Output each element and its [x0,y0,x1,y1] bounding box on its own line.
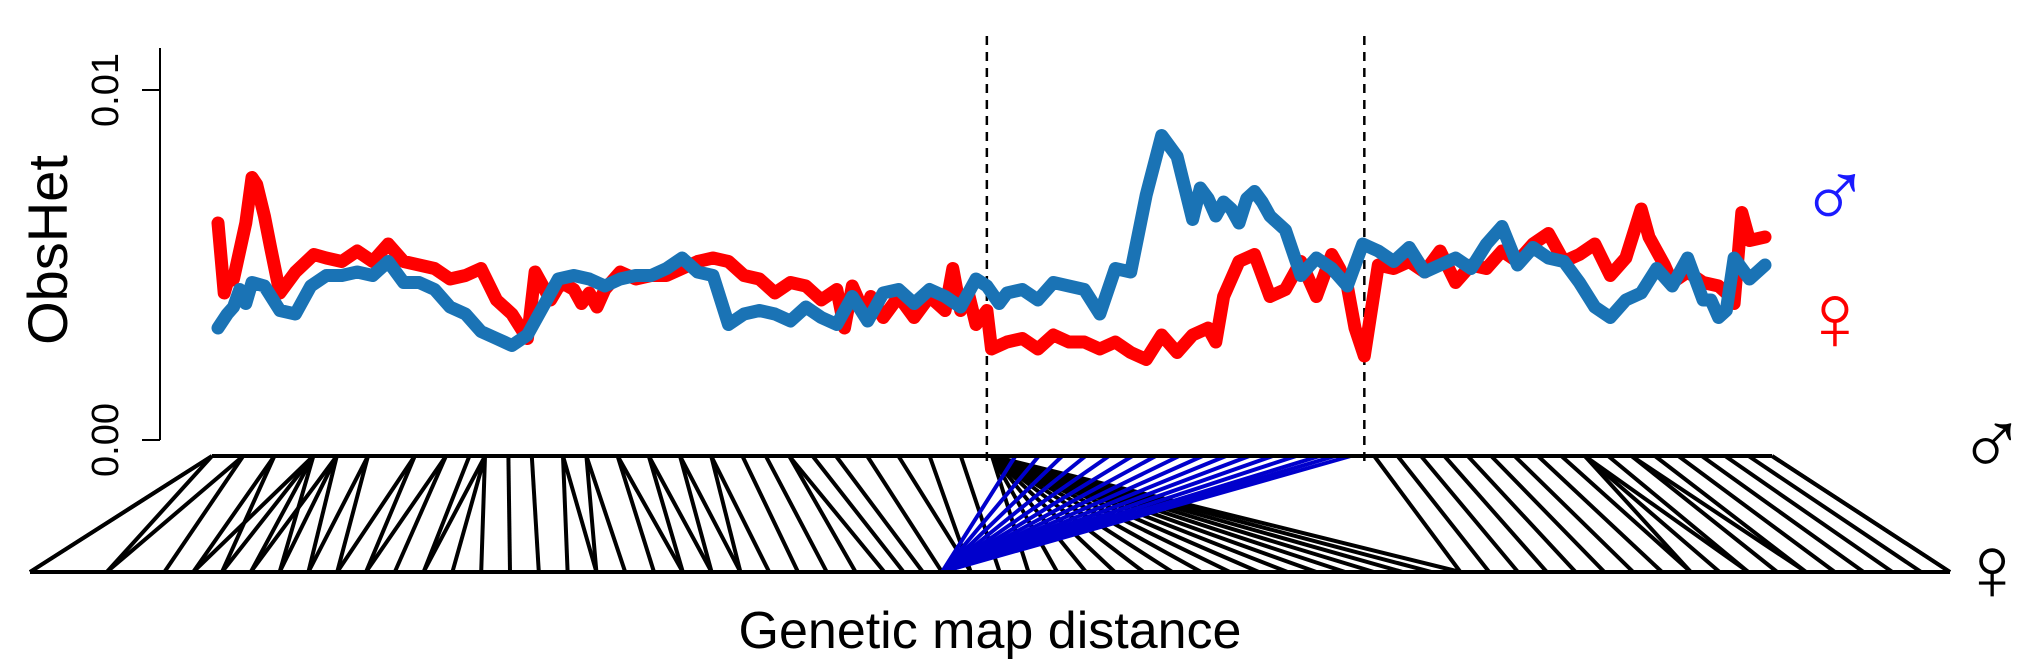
map-link [191,454,277,574]
map-bottom-symbol: ♀ [1958,518,2027,620]
map-link [450,455,487,573]
map-link [1466,454,1578,574]
y-axis-label: ObsHet [16,155,79,345]
map-link-highlight [940,454,1064,574]
map-link [364,454,448,574]
map-link [1583,454,1693,574]
map-edge [1770,454,1952,574]
map-link [647,455,714,573]
map-link [421,455,487,573]
map-link [1442,454,1549,574]
plot-area: 0.00 0.01 ObsHet ♂ ♀ [16,36,1871,477]
map-link [740,455,800,573]
map-link-highlight [940,454,1087,574]
map-link [335,455,370,573]
map-link-highlight [940,454,1111,574]
map-link [479,455,487,573]
map-link [764,455,829,573]
series-line-female [211,171,1772,366]
map-link [646,455,685,573]
map-link [787,454,886,574]
map-area: ♂ ♀ [28,393,2027,620]
map-link [1606,454,1750,574]
map-link [1700,454,1865,574]
map-link [1653,454,1808,574]
map-link [1536,454,1664,574]
map-link [811,454,906,574]
map-link [105,454,214,574]
map-link [335,454,417,574]
y-tick-label: 0.00 [85,403,127,477]
map-top-symbol: ♂ [1958,393,2027,495]
dashed-vlines [985,36,1366,462]
map-link [306,455,370,573]
map-link [709,455,743,573]
map-link [615,455,656,573]
map-link [678,455,743,573]
legend-female-symbol: ♀ [1799,264,1871,371]
map-link [1372,454,1463,574]
map-link [506,455,512,573]
map-link [1724,454,1894,574]
map-link [1677,454,1836,574]
map-link [678,455,714,573]
map-links [28,454,1952,574]
map-link [584,455,628,573]
map-link [277,455,339,573]
map-link [1630,454,1779,574]
y-tick-label: 0.01 [85,53,127,127]
map-link [105,454,245,574]
map-link [584,455,599,573]
map-link [421,455,472,573]
series-line-male [211,129,1772,352]
map-link [249,454,339,574]
map-link [787,455,858,573]
map-link-highlight [940,454,1041,574]
series-group [211,129,1772,366]
map-link [1583,454,1721,574]
map-link [220,455,277,573]
map-link [615,455,685,573]
map-link [990,454,1117,574]
map-link [1630,454,1808,574]
map-link [991,454,1461,574]
map-link-highlight [940,454,1018,574]
map-edge [28,454,214,574]
map-link [1583,454,1750,574]
map-link [162,454,245,574]
map-link [709,455,771,573]
map-link [561,455,570,573]
map-link [277,455,316,573]
y-ticks: 0.00 0.01 [85,53,160,477]
map-link [220,454,315,574]
map-link [990,455,1031,573]
map-link [249,455,316,573]
map-link [1747,454,1923,574]
map-link [1513,454,1635,574]
map-link [865,454,944,574]
map-link [191,454,315,574]
map-link [1419,454,1520,574]
legend: ♂ ♀ [1799,142,1871,371]
map-link [834,454,925,574]
map-link [1396,454,1491,574]
x-axis-label: Genetic map distance [739,602,1242,660]
map-link [1489,454,1606,574]
map-link [364,455,417,573]
map-link-highlight [941,454,1352,574]
legend-male-symbol: ♂ [1799,142,1871,249]
map-link [561,455,599,573]
map-link [392,455,448,573]
map-link [529,455,541,573]
map-link [1560,454,1693,574]
y-axis: 0.00 0.01 [85,48,161,477]
map-link [306,455,339,573]
